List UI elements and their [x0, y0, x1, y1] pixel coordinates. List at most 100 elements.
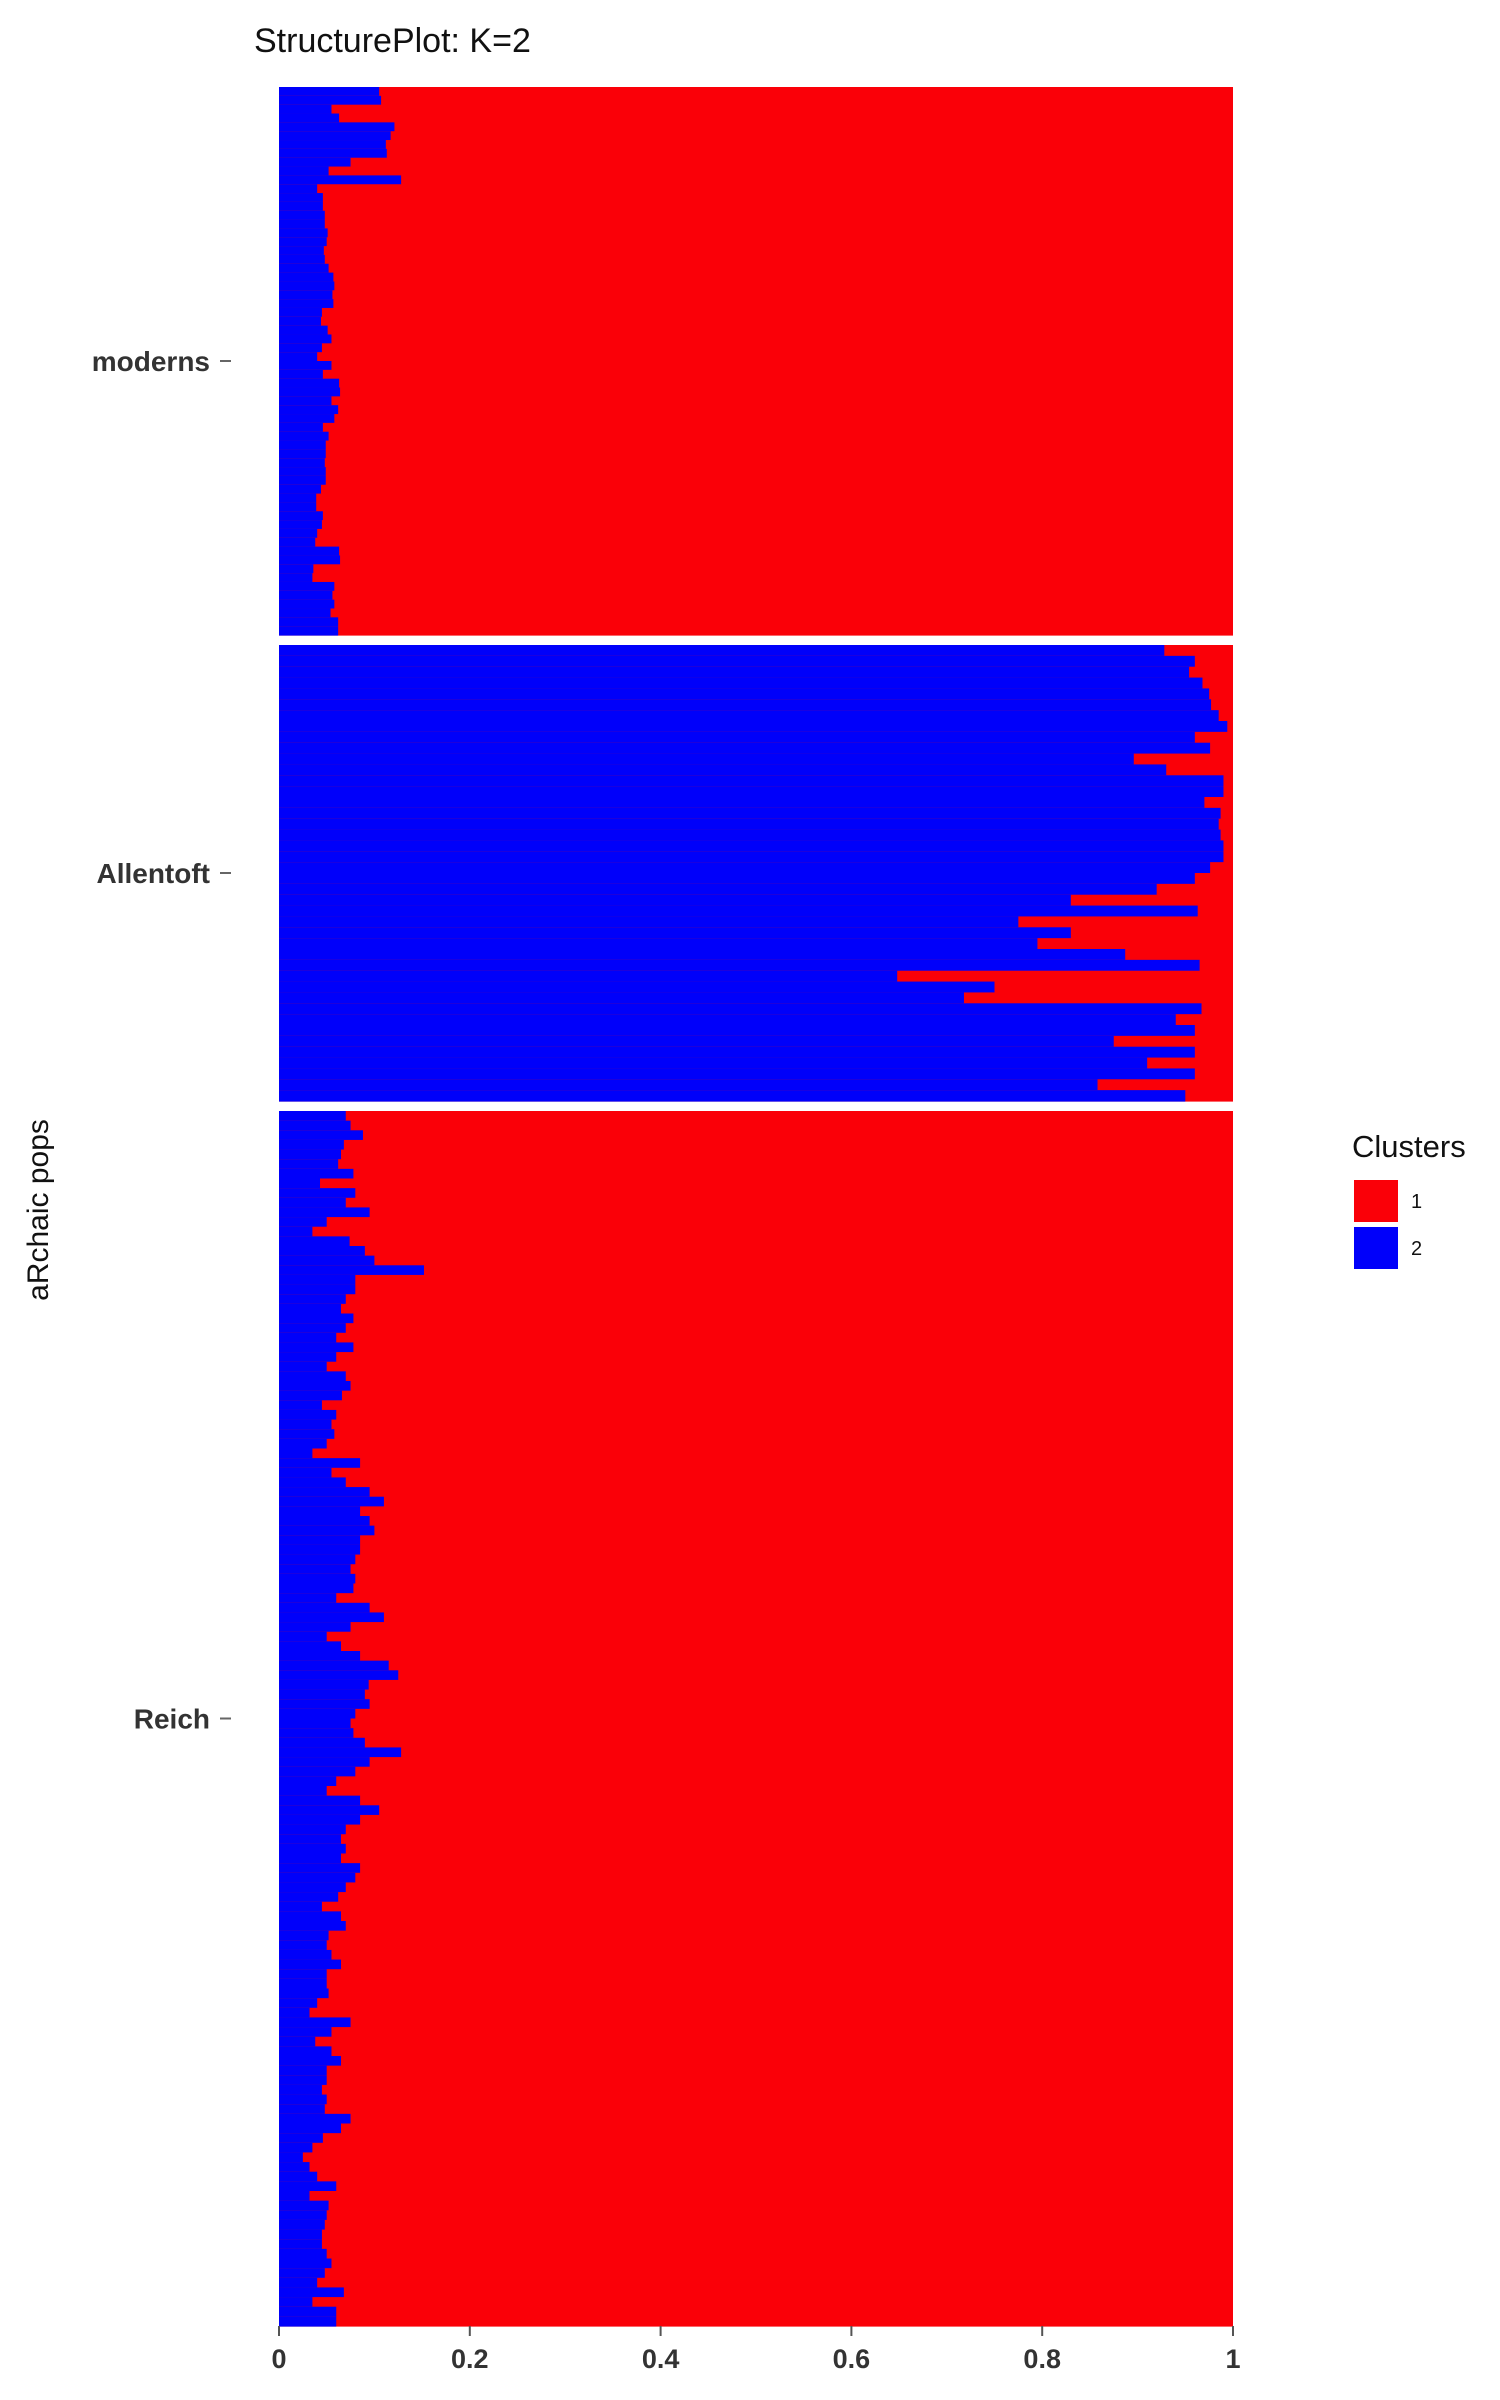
bar-cluster-2 [279, 343, 322, 353]
bar-cluster-2 [279, 475, 326, 486]
bar-cluster-2 [279, 1824, 346, 1835]
bar-cluster-1 [279, 440, 1233, 450]
bar-cluster-2 [279, 840, 1224, 852]
bar-cluster-1 [279, 502, 1233, 512]
bar-cluster-2 [279, 263, 329, 274]
bar-cluster-2 [279, 992, 964, 1004]
bar-cluster-2 [279, 1622, 351, 1633]
bar-cluster-1 [279, 361, 1233, 371]
bar-cluster-1 [279, 396, 1233, 406]
bar-cluster-1 [279, 546, 1233, 557]
bar-cluster-2 [279, 1323, 346, 1334]
bar-cluster-2 [279, 1670, 399, 1681]
bar-cluster-2 [279, 1747, 402, 1758]
bar-cluster-2 [279, 2142, 313, 2154]
bar-cluster-1 [279, 1892, 1233, 1903]
bar-cluster-2 [279, 2306, 337, 2317]
bar-cluster-2 [279, 1458, 361, 1469]
bar-cluster-2 [279, 818, 1219, 831]
bar-cluster-2 [279, 1342, 354, 1353]
bar-cluster-2 [279, 1438, 327, 1450]
bar-cluster-1 [279, 422, 1233, 433]
bar-cluster-1 [279, 1400, 1233, 1411]
bar-cluster-2 [279, 166, 329, 176]
bar-cluster-1 [279, 1448, 1233, 1459]
bar-cluster-2 [279, 742, 1211, 755]
bar-cluster-2 [279, 1583, 354, 1594]
bar-cluster-1 [279, 1757, 1233, 1768]
bar-cluster-2 [279, 1284, 356, 1295]
legend-title: Clusters [1352, 1129, 1466, 1164]
bar-cluster-1 [279, 1371, 1233, 1382]
bar-cluster-1 [279, 1853, 1233, 1864]
bar-cluster-2 [279, 1689, 365, 1700]
bar-cluster-1 [279, 157, 1233, 168]
bar-cluster-2 [279, 511, 323, 521]
bar-cluster-2 [279, 1708, 356, 1720]
bar-cluster-2 [279, 414, 335, 424]
bar-cluster-1 [279, 210, 1233, 221]
bar-cluster-1 [279, 1911, 1233, 1922]
group-label: moderns [92, 346, 210, 377]
bar-cluster-1 [279, 511, 1233, 521]
bar-cluster-2 [279, 201, 323, 212]
bar-cluster-2 [279, 1496, 384, 1507]
bar-cluster-1 [279, 2056, 1233, 2067]
bar-cluster-2 [279, 916, 1019, 928]
bar-cluster-2 [279, 378, 340, 389]
bar-cluster-1 [279, 2191, 1233, 2202]
bar-cluster-2 [279, 1068, 1195, 1080]
bar-cluster-2 [279, 1274, 356, 1286]
bar-cluster-2 [279, 2046, 332, 2057]
bar-cluster-2 [279, 299, 334, 309]
bar-cluster-1 [279, 352, 1233, 362]
bar-cluster-1 [279, 104, 1233, 115]
bar-cluster-1 [279, 1477, 1233, 1488]
bar-cluster-1 [279, 1419, 1233, 1430]
bar-cluster-1 [279, 1139, 1233, 1151]
bar-cluster-1 [279, 1313, 1233, 1324]
bar-cluster-2 [279, 1921, 346, 1932]
bar-cluster-1 [279, 1834, 1233, 1845]
bar-cluster-2 [279, 599, 335, 610]
bar-cluster-1 [279, 1197, 1233, 1209]
bar-cluster-2 [279, 626, 339, 636]
bar-cluster-1 [279, 1988, 1233, 1999]
bar-cluster-2 [279, 862, 1211, 874]
bar-cluster-2 [279, 1025, 1195, 1037]
bar-cluster-2 [279, 710, 1219, 722]
bar-cluster-1 [279, 1226, 1233, 1237]
bar-cluster-1 [279, 1467, 1233, 1479]
bar-cluster-2 [279, 1959, 342, 1970]
bar-cluster-1 [279, 1708, 1233, 1720]
bar-cluster-2 [279, 1149, 342, 1160]
bar-cluster-2 [279, 1863, 361, 1874]
bar-cluster-1 [279, 184, 1233, 194]
bar-cluster-2 [279, 1409, 337, 1421]
bar-cluster-2 [279, 1332, 337, 1344]
bar-cluster-2 [279, 113, 340, 123]
bar-cluster-2 [279, 2123, 342, 2134]
bar-cluster-1 [279, 1236, 1233, 1247]
bar-cluster-1 [279, 1564, 1233, 1575]
bar-cluster-2 [279, 1035, 1114, 1048]
bar-cluster-2 [279, 405, 339, 415]
bar-cluster-1 [279, 1120, 1233, 1131]
bar-cluster-2 [279, 1265, 425, 1276]
bar-cluster-1 [279, 1699, 1233, 1710]
bar-cluster-2 [279, 369, 323, 380]
bar-cluster-2 [279, 1400, 322, 1411]
bar-cluster-2 [279, 246, 324, 256]
bar-cluster-2 [279, 272, 334, 283]
bar-cluster-2 [279, 555, 341, 565]
x-tick-label: 0 [271, 2344, 286, 2374]
bar-cluster-1 [279, 590, 1233, 601]
bar-cluster-1 [279, 573, 1233, 583]
bar-cluster-1 [279, 493, 1233, 504]
bar-cluster-1 [279, 122, 1233, 132]
bar-cluster-2 [279, 1381, 351, 1392]
bar-cluster-2 [279, 431, 329, 442]
bar-cluster-2 [279, 157, 351, 168]
bar-cluster-2 [279, 1737, 365, 1749]
